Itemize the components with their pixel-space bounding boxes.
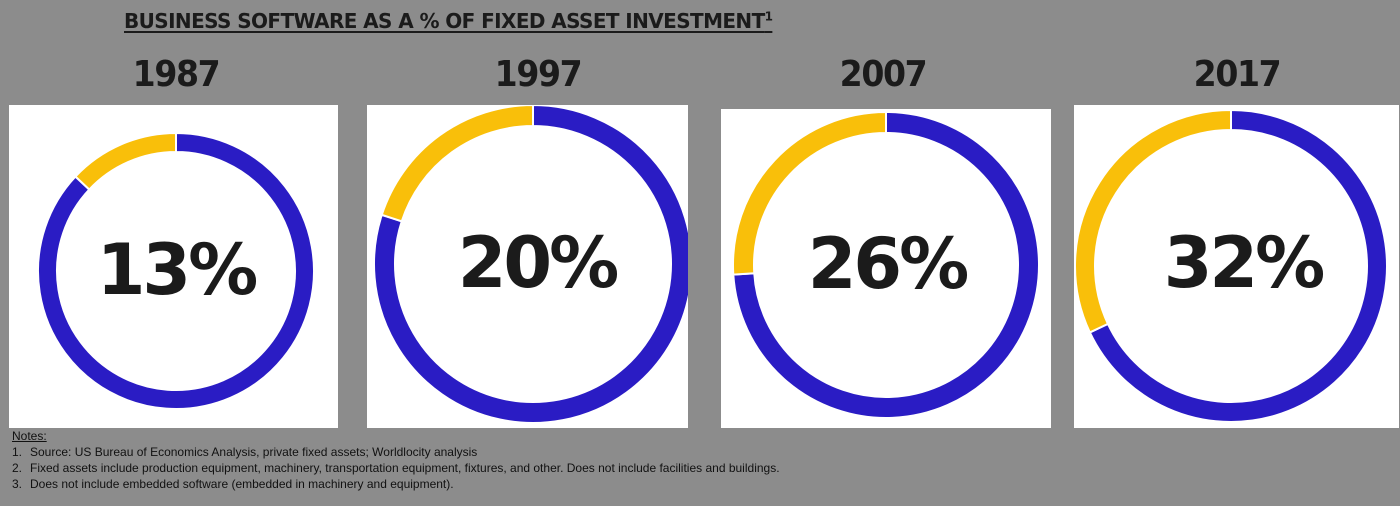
donut-segment-software-1997 (380, 105, 534, 223)
note-item: 3. Does not include embedded software (em… (12, 476, 780, 492)
donut-panel-1987: 13% (9, 105, 338, 428)
note-number: 3. (12, 477, 23, 491)
donut-segment-software-1987 (73, 131, 177, 191)
donut-center-label-2017: 32% (1164, 222, 1323, 304)
note-item: 1. Source: US Bureau of Economics Analysi… (12, 444, 780, 460)
donut-segment-software-2007 (732, 110, 887, 276)
note-text: Fixed assets include production equipmen… (30, 461, 780, 475)
year-label-1997: 1997 (494, 54, 583, 95)
donut-panel-2017: 32% (1074, 105, 1399, 428)
donut-segment-other-2007 (732, 110, 1040, 419)
donut-chart-1987: 13% (37, 131, 315, 410)
year-label-2017: 2017 (1193, 54, 1282, 95)
donut-panel-1997: 20% (367, 105, 688, 428)
title-footnote: 1 (764, 9, 773, 24)
notes-heading: Notes: (12, 429, 47, 443)
note-number: 2. (12, 461, 23, 475)
chart-title: BUSINESS SOFTWARE AS A % OF FIXED ASSET … (124, 9, 773, 33)
donut-panel-2007: 26% (721, 109, 1051, 428)
donut-center-label-2007: 26% (808, 223, 967, 305)
donut-chart-2007: 26% (732, 110, 1040, 419)
note-text: Does not include embedded software (embe… (30, 477, 454, 491)
donut-segment-software-2017 (1074, 108, 1232, 334)
year-label-2007: 2007 (839, 54, 928, 95)
donut-segment-other-1987 (37, 131, 315, 410)
donut-chart-1997: 20% (373, 105, 688, 424)
notes-section: Notes: 1. Source: US Bureau of Economics … (12, 428, 780, 492)
note-item: 2. Fixed assets include production equipm… (12, 460, 780, 476)
donut-segment-other-2017 (1088, 108, 1388, 423)
note-text: Source: US Bureau of Economics Analysis,… (30, 445, 478, 459)
note-number: 1. (12, 445, 23, 459)
donut-chart-2017: 32% (1074, 108, 1388, 423)
donut-segment-other-1997 (373, 105, 688, 424)
donut-center-label-1997: 20% (458, 222, 617, 304)
donut-center-label-1987: 13% (97, 229, 256, 311)
year-label-1987: 1987 (132, 54, 221, 95)
